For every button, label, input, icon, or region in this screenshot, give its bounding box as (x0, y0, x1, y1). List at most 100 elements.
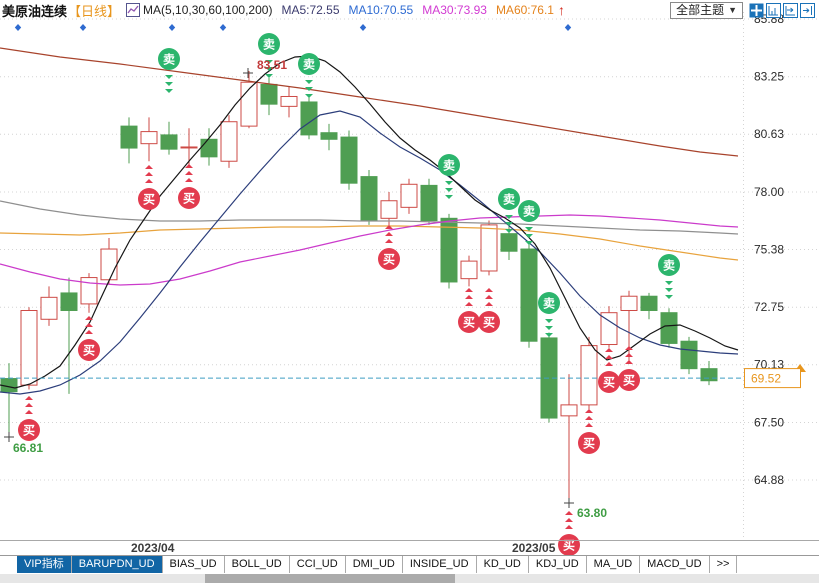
candle-body (20, 309, 38, 386)
sell-badge-circle (538, 292, 560, 314)
buy-arrow-icon (565, 511, 573, 515)
candle (680, 336, 698, 375)
buy-badge-label: 买 (463, 316, 475, 330)
y-axis-label: 64.88 (754, 473, 784, 487)
buy-badge-circle (558, 534, 580, 556)
buy-arrow-icon (485, 302, 493, 306)
buy-badge-label: 买 (23, 424, 35, 438)
ma-value-label: MA60:76.1 (495, 3, 554, 17)
sell-arrow-icon (445, 181, 453, 185)
candle-body (400, 183, 418, 208)
tab-kdj_ud[interactable]: KDJ_UD (528, 556, 587, 573)
buy-badge-label: 买 (183, 192, 195, 206)
candle (620, 290, 638, 361)
theme-dropdown[interactable]: 全部主题 ▼ (670, 1, 743, 19)
candle-body (260, 83, 278, 105)
candlestick-chart[interactable]: 85.8883.2580.6378.0075.3872.7570.1367.50… (0, 0, 819, 558)
sell-signal-badge: 卖 (298, 53, 320, 98)
buy-arrow-icon (605, 355, 613, 359)
sell-badge-label: 卖 (663, 258, 675, 273)
buy-signal-badge: 买 (138, 165, 160, 210)
sell-badge-circle (498, 188, 520, 210)
tab-bias_ud[interactable]: BIAS_UD (162, 556, 225, 573)
sell-arrow-icon (505, 229, 513, 233)
buy-arrow-icon (85, 323, 93, 327)
chart-scroll-icon[interactable] (783, 2, 798, 18)
buy-badge-label: 买 (583, 437, 595, 451)
buy-arrow-icon (465, 295, 473, 299)
candle (60, 277, 78, 394)
indicator-tab-bar: VIP指标 BARUPDN_UD BIAS_UD BOLL_UD CCI_UD DMI_U… (0, 555, 819, 573)
price-annotation: 66.81 (13, 441, 43, 455)
sell-badge-label: 卖 (303, 57, 315, 72)
sell-badge-circle (438, 154, 460, 176)
buy-signal-badge: 买 (18, 396, 40, 441)
buy-badge-circle (78, 339, 100, 361)
buy-badge-label: 买 (83, 344, 95, 358)
candle (520, 242, 538, 348)
candle-body (120, 125, 138, 149)
tab-cci_ud[interactable]: CCI_UD (289, 556, 346, 573)
candle-body (220, 121, 238, 162)
tab-dmi_ud[interactable]: DMI_UD (345, 556, 403, 573)
symbol-title: 美原油连续 (2, 3, 68, 19)
buy-arrow-icon (465, 288, 473, 292)
candle (100, 238, 118, 285)
sell-arrow-icon (525, 241, 533, 245)
buy-arrow-icon (585, 409, 593, 413)
candle-body (620, 295, 638, 311)
ma-values: MA5:72.55 MA10:70.55 MA30:73.93 MA60:76.1 (272, 3, 554, 17)
buy-badge-label: 买 (603, 376, 615, 390)
buy-signal-badge: 买 (578, 409, 600, 454)
sell-signal-badge: 卖 (498, 188, 520, 233)
chart-pan-icon[interactable] (749, 3, 764, 18)
sell-arrow-icon (525, 234, 533, 238)
buy-arrow-icon (25, 403, 33, 407)
current-price-tag (744, 368, 801, 389)
sell-arrow-icon (445, 195, 453, 199)
buy-badge-circle (378, 248, 400, 270)
theme-dropdown-label: 全部主题 (676, 2, 725, 17)
candle (420, 178, 438, 225)
sell-signal-badge: 卖 (158, 48, 180, 93)
buy-signal-badge: 买 (178, 164, 200, 209)
buy-arrow-icon (585, 416, 593, 420)
horizontal-scrollbar[interactable] (0, 574, 819, 583)
tab-vip[interactable]: VIP指标 (17, 556, 72, 573)
candle-body (580, 345, 598, 406)
candle-body (380, 200, 398, 219)
event-diamond-icon (564, 24, 572, 31)
tab-macd_ud[interactable]: MACD_UD (640, 556, 710, 573)
chart-bars-icon[interactable] (766, 2, 781, 18)
candle-body (200, 138, 218, 158)
candle-body (140, 131, 158, 145)
buy-arrow-icon (185, 164, 193, 168)
candle (580, 336, 598, 410)
candle-body (440, 217, 458, 283)
candle-body (460, 260, 478, 280)
tab-kd_ud[interactable]: KD_UD (476, 556, 529, 573)
candle-body (40, 296, 58, 320)
chart-export-icon[interactable] (800, 2, 815, 18)
current-price-value: 69.52 (751, 372, 781, 386)
candle (660, 308, 678, 348)
tab-ma_ud[interactable]: MA_UD (586, 556, 641, 573)
sell-badge-label: 卖 (443, 158, 455, 173)
event-diamond-icon (79, 24, 87, 31)
buy-arrow-icon (145, 172, 153, 176)
sell-badge-label: 卖 (163, 52, 175, 67)
event-diamond-icon (359, 24, 367, 31)
buy-badge-circle (138, 188, 160, 210)
candle-body (340, 136, 358, 184)
sell-arrow-icon (665, 281, 673, 285)
tab-inside_ud[interactable]: INSIDE_UD (402, 556, 477, 573)
buy-badge-circle (578, 432, 600, 454)
candle (340, 130, 358, 190)
scrollbar-thumb[interactable] (205, 574, 455, 583)
candle-body (560, 404, 578, 417)
tab-barupdn_ud[interactable]: BARUPDN_UD (71, 556, 163, 573)
tab-boll_ud[interactable]: BOLL_UD (224, 556, 290, 573)
tab-[interactable]: >> (709, 556, 738, 573)
buy-badge-label: 买 (143, 193, 155, 207)
